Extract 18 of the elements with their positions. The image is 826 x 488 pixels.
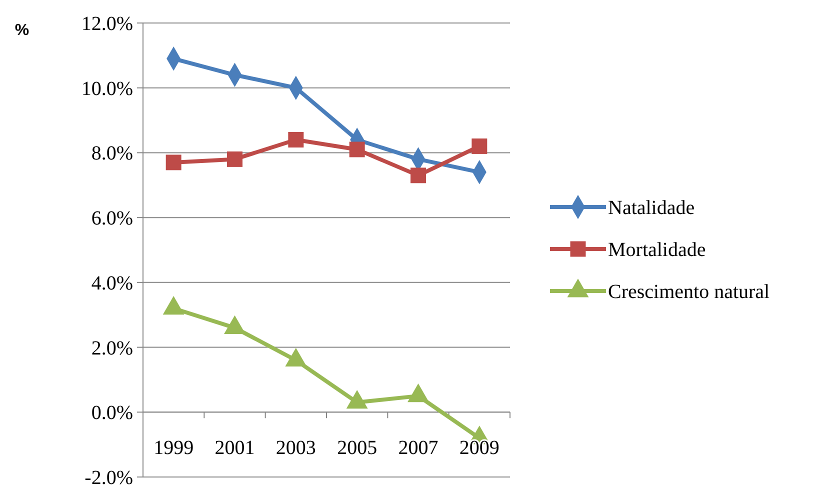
x-tick-label: 2007 <box>398 437 438 460</box>
legend-label: Mortalidade <box>608 239 706 261</box>
x-tick-label: 2001 <box>214 437 255 460</box>
x-tick-label: 2003 <box>276 437 316 460</box>
y-tick-label: -2.0% <box>84 467 133 488</box>
y-tick-label: 4.0% <box>91 272 133 294</box>
x-tick-label: 2005 <box>337 437 378 460</box>
legend-label: Crescimento natural <box>608 281 770 303</box>
y-tick-label: 6.0% <box>91 208 133 230</box>
x-tick-label: 1999 <box>154 437 194 460</box>
y-tick-label: 2.0% <box>91 337 133 360</box>
y-tick-label: 0.0% <box>91 402 133 424</box>
x-tick-label: 2009 <box>459 437 500 460</box>
y-tick-label: 8.0% <box>91 142 133 165</box>
y-tick-label: 10.0% <box>81 78 133 100</box>
y-tick-label: 12.0% <box>81 13 133 35</box>
legend-label: Natalidade <box>608 197 695 219</box>
y-axis-title: % <box>14 22 30 39</box>
